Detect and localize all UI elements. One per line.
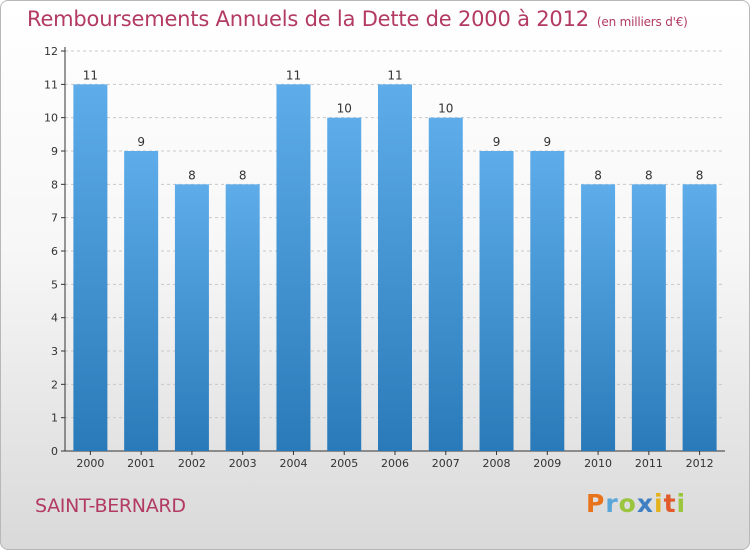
data-label-2010: 8 — [594, 168, 602, 182]
commune-name: SAINT-BERNARD — [35, 495, 186, 517]
y-tick-label: 6 — [51, 245, 58, 258]
x-tick-label: 2006 — [381, 457, 409, 470]
logo-letter: o — [618, 489, 637, 518]
bar-2000 — [73, 84, 108, 451]
y-tick-label: 8 — [51, 178, 58, 191]
bar-2010 — [581, 184, 616, 452]
y-tick-label: 9 — [51, 145, 58, 158]
y-tick-label: 2 — [51, 378, 58, 391]
logo-letter: P — [586, 489, 606, 518]
data-label-2011: 8 — [645, 168, 653, 182]
chart-title: Remboursements Annuels de la Dette de 20… — [27, 7, 688, 31]
x-tick-label: 2005 — [330, 457, 358, 470]
logo-letter: t — [663, 489, 677, 518]
bar-2011 — [631, 184, 666, 452]
x-tick-label: 2003 — [229, 457, 257, 470]
logo-letter: x — [636, 489, 654, 518]
x-tick-label: 2009 — [533, 457, 561, 470]
data-label-2012: 8 — [696, 168, 704, 182]
proxiti-logo[interactable]: Proxiti — [586, 489, 686, 518]
bar-2005 — [327, 117, 362, 452]
y-tick-label: 12 — [44, 45, 58, 58]
data-label-2004: 11 — [286, 68, 301, 82]
data-label-2002: 8 — [188, 168, 196, 182]
data-label-2008: 9 — [493, 135, 501, 149]
data-labels: 11 9 8 8 11 10 11 10 9 9 8 8 8 — [83, 68, 704, 182]
y-tick-label: 3 — [51, 345, 58, 358]
bar-2006 — [378, 84, 412, 451]
data-label-2003: 8 — [239, 168, 247, 182]
chart-title-text: Remboursements Annuels de la Dette de 20… — [27, 7, 589, 31]
x-tick-label: 2010 — [584, 457, 612, 470]
bar-2008 — [479, 151, 514, 451]
y-tick-label: 0 — [51, 445, 58, 458]
bar-2007 — [428, 117, 463, 452]
x-tick-label: 2000 — [76, 457, 104, 470]
logo-letter: i — [676, 489, 687, 518]
bar-2002 — [174, 184, 209, 452]
x-tick-label: 2012 — [686, 457, 714, 470]
y-tick-label: 10 — [44, 112, 58, 125]
y-tick-label: 5 — [51, 278, 58, 291]
x-tick-label: 2001 — [127, 457, 155, 470]
x-tick-label: 2002 — [178, 457, 206, 470]
data-label-2006: 11 — [387, 68, 402, 82]
x-tick-label: 2008 — [483, 457, 511, 470]
bar-2009 — [530, 151, 565, 451]
y-tick-label: 7 — [51, 212, 58, 225]
logo-letter: r — [605, 489, 619, 518]
y-tick-label: 11 — [44, 78, 58, 91]
bar-2004 — [276, 84, 311, 451]
data-label-2007: 10 — [438, 102, 453, 116]
bar-2003 — [225, 184, 260, 452]
bars — [73, 84, 717, 452]
y-tick-label: 4 — [51, 312, 58, 325]
x-tick-label: 2004 — [279, 457, 307, 470]
bar-2012 — [682, 184, 717, 452]
data-label-2000: 11 — [83, 68, 98, 82]
data-label-2001: 9 — [137, 135, 145, 149]
logo-letter: i — [654, 489, 664, 518]
data-label-2005: 10 — [337, 102, 352, 116]
y-tick-label: 1 — [51, 412, 58, 425]
x-tick-label: 2011 — [635, 457, 663, 470]
x-tick-label: 2007 — [432, 457, 460, 470]
data-label-2009: 9 — [543, 135, 551, 149]
bar-2001 — [124, 151, 159, 451]
chart-unit: (en milliers d'€) — [596, 15, 688, 29]
